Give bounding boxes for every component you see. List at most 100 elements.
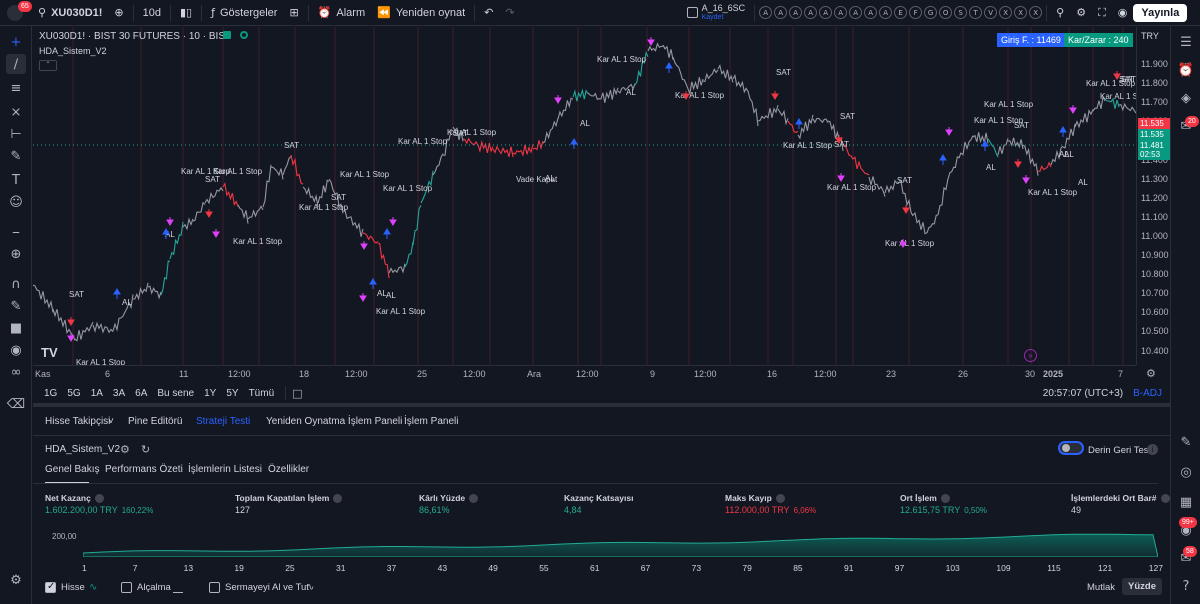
watchlist-chip[interactable]: S bbox=[954, 6, 968, 19]
watchlist-chip[interactable]: A bbox=[819, 6, 833, 19]
snapshot-button[interactable]: ◉ bbox=[1112, 0, 1134, 26]
watchlist-chip[interactable]: A bbox=[834, 6, 848, 19]
axis-settings-icon[interactable]: ⚙ bbox=[1146, 367, 1156, 380]
search-button[interactable]: ⚲ bbox=[1050, 0, 1070, 26]
range-button[interactable]: 5Y bbox=[226, 387, 239, 399]
deep-test-toggle[interactable] bbox=[1058, 441, 1084, 455]
range-button[interactable]: Bu sene bbox=[157, 387, 195, 399]
currency-label[interactable]: TRY bbox=[1141, 31, 1159, 41]
info-icon[interactable] bbox=[469, 494, 479, 504]
ideas-icon[interactable]: ✉ bbox=[1180, 118, 1192, 134]
subtab[interactable]: Performans Özeti bbox=[105, 464, 183, 475]
replay-button[interactable]: ⏪ Yeniden oynat bbox=[371, 0, 471, 26]
buy-hold-checkbox[interactable] bbox=[209, 582, 220, 593]
alarm-button[interactable]: ⏰ Alarm bbox=[312, 0, 371, 26]
panel-tab[interactable]: İşlem Paneli bbox=[404, 416, 459, 427]
subtab[interactable]: Genel Bakış bbox=[45, 464, 100, 475]
layers-icon[interactable]: ◈ bbox=[1181, 90, 1191, 106]
info-icon[interactable] bbox=[333, 494, 343, 504]
watchlist-chip[interactable]: X bbox=[999, 6, 1013, 19]
lock-draw-icon[interactable]: ✎ bbox=[10, 298, 22, 314]
trendline-icon[interactable]: ∕ bbox=[6, 54, 26, 74]
settings-button[interactable]: ⚙ bbox=[1070, 0, 1092, 26]
eye-icon[interactable]: ◉ bbox=[10, 342, 22, 358]
notifications-icon[interactable]: ◉ bbox=[1180, 522, 1192, 538]
range-button[interactable]: 6A bbox=[135, 387, 148, 399]
ruler-icon[interactable]: ⎯ bbox=[12, 224, 20, 240]
watchlist-chip[interactable]: A bbox=[759, 6, 773, 19]
chart-type-button[interactable]: ▮▯ bbox=[174, 0, 198, 26]
redo-button[interactable]: ↷ bbox=[499, 0, 520, 26]
time-axis[interactable]: Kas 6 11 12:00 18 12:00 25 12:00 Ara 12:00 9 12:00 1… bbox=[33, 365, 1136, 381]
equity-curve-chart[interactable] bbox=[83, 522, 1158, 557]
strategy-name[interactable]: HDA_Sistem_V2 bbox=[39, 46, 107, 56]
watchlist-chip[interactable]: F bbox=[909, 6, 923, 19]
watchlist-chip[interactable]: A bbox=[789, 6, 803, 19]
pencil-icon[interactable]: ✎ bbox=[1180, 434, 1192, 450]
hisse-checkbox[interactable]: ✓ bbox=[45, 581, 56, 593]
percent-mode-button[interactable]: Yüzde bbox=[1122, 578, 1162, 595]
watchlist-chip[interactable]: E bbox=[894, 6, 908, 19]
chart-pane[interactable]: SAT Kar AL 1 Stop AL Kar AL 1 Stop SAT Kar AL… bbox=[33, 27, 1136, 365]
watchlist-chip[interactable]: X bbox=[1014, 6, 1028, 19]
watchlist-chip[interactable]: A bbox=[774, 6, 788, 19]
layout-select[interactable]: A_16_6SC Kaydet bbox=[681, 0, 752, 26]
panel-tab[interactable]: Pine Editörü bbox=[128, 416, 183, 427]
link-icon[interactable]: ∞ bbox=[10, 364, 22, 380]
zoom-in-icon[interactable]: ⊕ bbox=[10, 246, 22, 262]
watchlist-chip[interactable]: A bbox=[879, 6, 893, 19]
goto-date-icon[interactable]: □ bbox=[292, 386, 303, 400]
emoji-icon[interactable]: ☺ bbox=[9, 194, 23, 210]
range-button[interactable]: Tümü bbox=[248, 387, 275, 399]
watchlist-chip[interactable]: V bbox=[984, 6, 998, 19]
indicators-button[interactable]: ƒ Göstergeler bbox=[205, 0, 283, 26]
alerts-clock-icon[interactable]: ⏰ bbox=[1177, 62, 1195, 78]
panel-tab[interactable]: Yeniden Oynatma İşlem Paneli bbox=[266, 416, 403, 427]
info-icon[interactable] bbox=[775, 494, 785, 504]
text-icon[interactable]: T bbox=[12, 172, 20, 188]
collapse-icon[interactable]: ˆ bbox=[39, 60, 57, 71]
menu-button[interactable]: 65 bbox=[0, 0, 32, 26]
watchlist-chip[interactable]: O bbox=[939, 6, 953, 19]
range-button[interactable]: 1G bbox=[44, 387, 58, 399]
compare-button[interactable]: ⊕ bbox=[108, 0, 129, 26]
strategy-settings-icon[interactable]: ⚙ bbox=[120, 443, 130, 456]
interval-button[interactable]: 10d bbox=[142, 6, 161, 19]
info-icon[interactable] bbox=[940, 494, 950, 504]
trash-icon[interactable]: ⌫ bbox=[6, 396, 26, 412]
subtab[interactable]: Özellikler bbox=[268, 464, 310, 475]
calendar-icon[interactable]: ▦ bbox=[1179, 494, 1193, 510]
info-icon[interactable]: i bbox=[1147, 444, 1158, 455]
flag-icon[interactable] bbox=[223, 31, 231, 39]
adjustment-toggle[interactable]: B-ADJ bbox=[1133, 387, 1162, 399]
help-icon[interactable]: ? bbox=[1182, 578, 1190, 594]
settings-star-icon[interactable]: ⚙ bbox=[10, 572, 22, 588]
chat-icon[interactable]: ✉ bbox=[1180, 550, 1192, 566]
templates-button[interactable]: ⊞ bbox=[283, 0, 304, 26]
info-icon[interactable] bbox=[94, 494, 104, 504]
fib-icon[interactable]: ≡ bbox=[10, 80, 22, 96]
goto-realtime-icon[interactable]: » bbox=[1024, 349, 1037, 362]
drawdown-checkbox[interactable] bbox=[121, 582, 132, 593]
target-icon[interactable]: ◎ bbox=[1180, 464, 1192, 480]
magnet-icon[interactable]: ∩ bbox=[11, 276, 21, 292]
subtab[interactable]: İşlemlerin Listesi bbox=[188, 464, 262, 475]
watchlist-icon[interactable]: ☰ bbox=[1180, 34, 1192, 50]
undo-button[interactable]: ↶ bbox=[478, 0, 499, 26]
fullscreen-button[interactable]: ⛶ bbox=[1092, 0, 1112, 26]
crosshair-icon[interactable]: + bbox=[10, 34, 22, 50]
range-button[interactable]: 1Y bbox=[204, 387, 217, 399]
watchlist-chip[interactable]: A bbox=[849, 6, 863, 19]
watchlist-chip[interactable]: A bbox=[804, 6, 818, 19]
publish-button[interactable]: Yayınla bbox=[1133, 3, 1188, 22]
info-icon[interactable] bbox=[1160, 494, 1170, 504]
range-button[interactable]: 1A bbox=[90, 387, 103, 399]
watchlist-chip[interactable]: A bbox=[864, 6, 878, 19]
refresh-icon[interactable]: ↻ bbox=[141, 443, 151, 456]
panel-tab[interactable]: Strateji Testi bbox=[196, 416, 251, 427]
watchlist-chip[interactable]: X bbox=[1029, 6, 1043, 19]
watchlist-chip[interactable]: G bbox=[924, 6, 938, 19]
projection-icon[interactable]: ⊢ bbox=[10, 126, 22, 142]
panel-tab[interactable]: Hisse Takipçisi bbox=[45, 416, 111, 427]
